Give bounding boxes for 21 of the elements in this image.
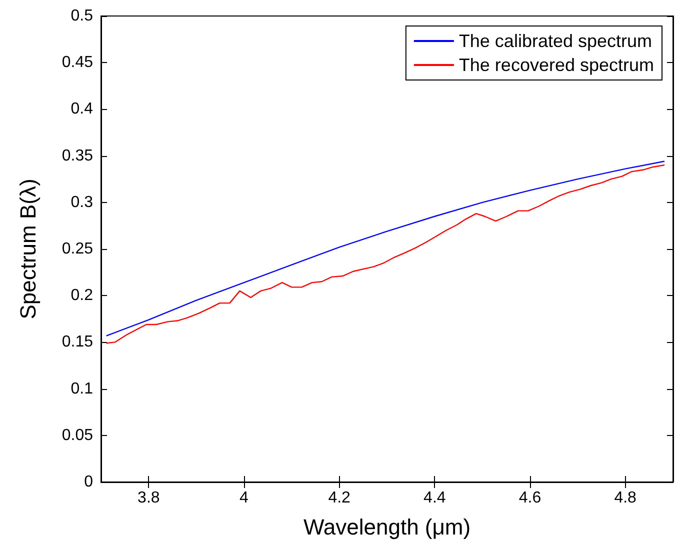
y-tick-label: 0 — [84, 474, 94, 490]
y-tick-label: 0.15 — [62, 334, 94, 351]
x-tick-label: 4 — [240, 490, 249, 506]
x-tick-label: 4.8 — [614, 490, 637, 506]
y-tick-label: 0.05 — [62, 426, 94, 444]
y-tick-label: 0.35 — [62, 147, 94, 164]
y-axis-title: Spectrum B(λ) — [16, 178, 40, 320]
x-tick-label: 4.6 — [518, 490, 542, 506]
y-tick-label: 0.3 — [70, 194, 94, 211]
legend-label: The recovered spectrum — [458, 55, 654, 75]
x-tick-label: 3.8 — [138, 490, 160, 506]
y-tick-label: 0.4 — [70, 100, 94, 118]
y-tick-label: 0.45 — [62, 54, 94, 72]
x-tick-label: 4.4 — [424, 490, 446, 506]
y-tick-label: 0.5 — [70, 8, 94, 24]
y-tick-label: 0.25 — [62, 240, 94, 258]
legend-label: The calibrated spectrum — [458, 31, 652, 51]
y-tick-label: 0.1 — [70, 380, 94, 398]
x-tick-label: 4.2 — [328, 490, 351, 506]
x-axis-title: Wavelength (μm) — [303, 514, 471, 540]
y-tick-label: 0.2 — [70, 287, 94, 304]
